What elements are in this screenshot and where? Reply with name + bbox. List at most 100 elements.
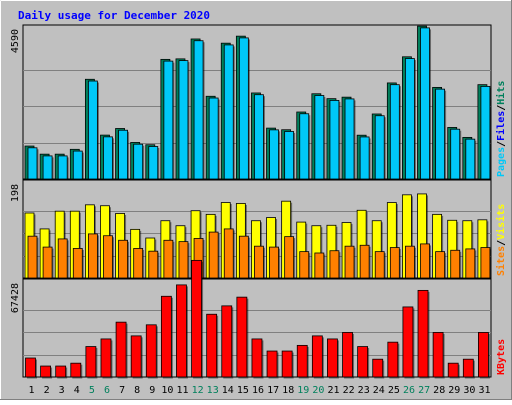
bar-sites-17 [269,246,281,280]
bar-sites-18 [284,236,296,280]
legend-visits: Sites/Visits [495,204,507,276]
bar-files-18 [284,131,296,181]
bar-sites-9 [148,250,160,280]
x-tick-label-8: 8 [134,385,140,396]
bar-sites-1 [27,235,39,280]
bar-files-22 [344,98,356,181]
bar-kbytes-13 [206,313,219,379]
x-tick-label-25: 25 [388,385,400,396]
x-tick-label-5: 5 [89,385,95,396]
legend-visits-part-2: Visits [495,204,507,240]
bar-files-13 [208,97,220,181]
x-tick-label-16: 16 [252,385,264,396]
bar-sites-30 [465,248,477,280]
legend-hits-part-4: Hits [495,81,507,105]
bar-files-8 [133,143,145,181]
bar-sites-24 [374,251,386,280]
x-tick-label-28: 28 [433,385,445,396]
bar-sites-7 [118,239,130,280]
legend-kbytes-part-0: KBytes [496,339,507,375]
x-axis-labels: 1 2 3 4 5 6 7 8 9 10 11 12 13 14 15 16 17 18 19 20 21 22 23 24 2… [28,385,490,396]
legend-hits-part-1: / [496,141,507,147]
x-tick-label-20: 20 [312,385,324,396]
bar-files-11 [178,60,190,181]
panel-visits: 198 Sites/Visits [10,179,507,280]
x-tick-label-9: 9 [149,385,155,396]
bar-sites-8 [133,248,145,280]
y-max-label-kbytes: 67428 [10,283,21,313]
x-tick-label-29: 29 [448,385,460,396]
x-tick-label-13: 13 [207,385,219,396]
bar-files-1 [27,147,39,181]
x-tick-label-31: 31 [478,385,490,396]
bar-sites-10 [163,239,175,280]
bar-kbytes-21 [327,338,339,379]
bar-kbytes-7 [115,321,128,379]
bar-kbytes-11 [176,284,188,379]
bar-files-4 [72,150,84,181]
bar-sites-3 [57,238,69,280]
chart-panels: 4590Pages/Files/Hits198Sites/Visits67428… [10,24,507,379]
x-tick-label-30: 30 [463,385,475,396]
bar-kbytes-16 [251,338,264,379]
legend-kbytes: KBytes [496,339,507,375]
bar-kbytes-29 [447,362,460,379]
bar-files-12 [193,40,205,181]
x-tick-label-4: 4 [74,385,80,396]
bar-kbytes-23 [357,346,370,379]
x-tick-label-18: 18 [282,385,294,396]
bar-kbytes-30 [462,358,475,379]
legend-hits-part-3: / [496,105,507,111]
bar-files-15 [238,37,250,181]
bar-kbytes-1 [25,357,37,379]
bar-kbytes-6 [100,338,113,379]
bar-sites-26 [405,245,416,280]
bar-kbytes-3 [55,365,68,379]
x-tick-label-17: 17 [267,385,279,396]
bar-files-26 [405,58,416,181]
bar-sites-6 [103,235,114,280]
bar-kbytes-4 [70,362,83,379]
bar-files-16 [254,94,265,181]
bar-files-24 [374,115,386,181]
panel-kbytes: 67428 KBytes [10,259,507,379]
bar-files-10 [163,60,175,181]
chart-title: Daily usage for December 2020 [18,9,210,22]
x-tick-label-24: 24 [373,385,385,396]
bar-sites-21 [329,250,341,280]
bar-sites-13 [208,231,220,280]
bar-files-7 [118,129,130,181]
bar-kbytes-20 [311,335,324,379]
bar-sites-29 [450,249,462,280]
bar-files-2 [42,155,54,181]
legend-hits-part-2: Files [495,111,507,141]
bar-files-21 [329,100,341,181]
x-tick-label-21: 21 [327,385,339,396]
bar-sites-22 [344,245,356,280]
bar-kbytes-10 [160,295,173,379]
x-tick-label-14: 14 [222,385,234,396]
bar-kbytes-19 [296,344,309,379]
legend-hits-part-0: Pages [496,147,507,177]
x-tick-label-27: 27 [418,385,430,396]
y-max-label-hits: 4590 [10,29,21,53]
bar-kbytes-24 [372,358,385,379]
bar-kbytes-17 [266,350,279,379]
bar-kbytes-9 [145,324,158,379]
bar-kbytes-28 [432,332,445,379]
x-tick-label-7: 7 [119,385,125,396]
bar-files-5 [87,80,99,181]
bar-sites-4 [72,248,84,280]
bar-sites-15 [238,235,250,280]
x-tick-label-2: 2 [44,385,50,396]
bar-sites-11 [178,241,190,280]
bar-sites-28 [435,251,447,280]
bar-sites-5 [87,233,99,280]
bar-files-28 [435,88,447,181]
bar-kbytes-25 [387,341,400,379]
bar-kbytes-8 [130,335,143,379]
bar-files-27 [420,27,432,181]
bar-sites-27 [420,243,432,280]
x-tick-label-12: 12 [192,385,204,396]
